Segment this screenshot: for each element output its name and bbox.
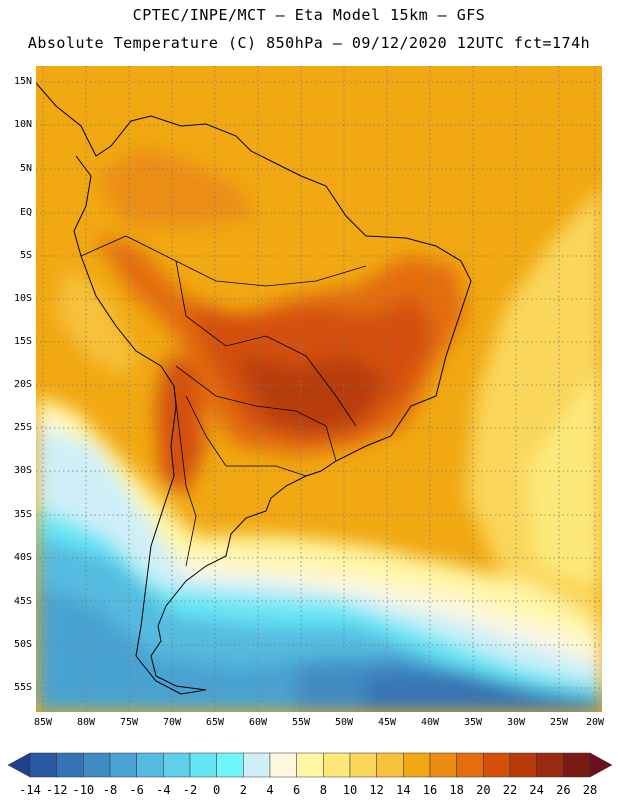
colorbar-tick-label: 10 [342,783,358,797]
colorbar-segment [163,752,191,778]
lat-label: 25S [13,422,32,433]
lat-label: 15S [13,336,32,347]
lat-label: 10N [13,119,32,130]
colorbar-segment [216,752,244,778]
colorbar-segment [189,752,217,778]
lon-label: 45W [377,717,397,728]
colorbar-tick-label: 26 [556,783,571,797]
colorbar-tick-label: 6 [293,783,301,797]
colorbar-tick-label: -14 [19,783,41,797]
lon-label: 35W [463,717,483,728]
lat-label: 55S [13,682,32,693]
country-borders [80,235,367,567]
lat-label: 45S [13,596,32,607]
colorbar-tick-label: -2 [182,783,198,797]
colorbar-tick-label: 22 [502,783,518,797]
lat-label: 10S [13,293,32,304]
colorbar-tick-label: 0 [213,783,221,797]
colorbar-tick-label: 28 [582,783,598,797]
colorbar-segment [429,752,457,778]
colorbar-segment [269,752,297,778]
colorbar-segment [536,752,564,778]
colorbar-segment [29,752,57,778]
lon-label: 25W [549,717,569,728]
colorbar-lower-arrow [8,752,31,778]
colorbar-segment [349,752,377,778]
lat-label: EQ [19,207,32,218]
colorbar-segment [509,752,537,778]
colorbar-tick-label: 20 [476,783,491,797]
lon-label: 80W [76,717,96,728]
lon-label: 85W [33,717,53,728]
colorbar-tick-label: 24 [529,783,544,797]
lon-label: 55W [291,717,311,728]
temperature-map [36,66,602,712]
colorbar-tick-label: -12 [45,783,68,797]
chart-subtitle: Absolute Temperature (C) 850hPa – 09/12/… [27,34,591,52]
colorbar-tick-label: 14 [396,783,411,797]
colorbar-tick-label: 12 [369,783,384,797]
colorbar-tick-label: -4 [156,783,171,797]
colorbar-segment [109,752,137,778]
lat-label: 35S [13,509,32,520]
colorbar-segment [243,752,271,778]
colorbar-segment [456,752,484,778]
colorbar-segment [136,752,164,778]
lat-label: 5N [19,163,32,174]
lat-label: 50S [13,639,32,650]
lon-label: 70W [162,717,182,728]
colorbar-tick-label: 18 [449,783,464,797]
colorbar-upper-arrow [589,752,612,778]
colorbar-tick-label: -6 [129,783,144,797]
lon-label: 75W [119,717,139,728]
lon-label: 20W [585,717,605,728]
colorbar-tick-label: -10 [72,783,95,797]
colorbar-segment [83,752,111,778]
temperature-field [36,146,602,712]
colorbar-tick-label: -8 [102,783,118,797]
colorbar-segment [403,752,431,778]
lon-label: 30W [506,717,526,728]
lat-label: 30S [13,465,32,476]
lat-label: 5S [19,250,32,261]
lon-label: 50W [334,717,354,728]
colorbar-segment [56,752,84,778]
colorbar-segment [376,752,404,778]
lat-label: 40S [13,552,32,563]
colorbar-tick-label: 8 [319,783,327,797]
lat-label: 20S [13,379,32,390]
colorbar-tick-label: 4 [266,783,274,797]
chart-title: CPTEC/INPE/MCT – Eta Model 15km – GFS [132,6,486,24]
lon-label: 60W [248,717,268,728]
lat-label: 15N [13,76,32,87]
color-scale-bar [8,752,612,778]
colorbar-segment [483,752,511,778]
colorbar-segment [563,752,591,778]
colorbar-tick-label: 2 [239,783,247,797]
lon-label: 40W [420,717,440,728]
south-america-coastline [36,82,472,695]
colorbar-tick-label: 16 [422,783,438,797]
colorbar-segment [323,752,351,778]
lon-label: 65W [205,717,225,728]
colorbar-segment [296,752,324,778]
